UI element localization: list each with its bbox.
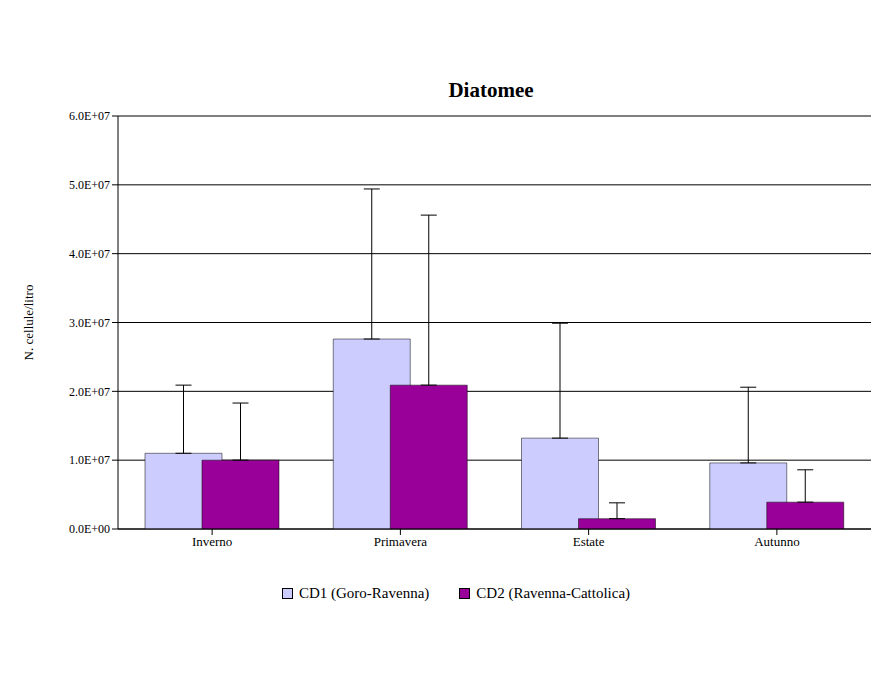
svg-text:Estate: Estate xyxy=(573,534,605,549)
svg-text:Inverno: Inverno xyxy=(192,534,232,549)
svg-text:4.0E+07: 4.0E+07 xyxy=(69,247,110,261)
html-text:CD2 (Ravenna-Cattolica): CD2 (Ravenna-Cattolica) xyxy=(476,585,630,601)
html-text:Diatomee: Diatomee xyxy=(448,78,534,102)
html-text:CD1 (Goro-Ravenna): CD1 (Goro-Ravenna) xyxy=(299,585,430,601)
svg-text:0.0E+00: 0.0E+00 xyxy=(69,522,110,536)
svg-text:Autunno: Autunno xyxy=(754,534,800,549)
svg-text:1.0E+07: 1.0E+07 xyxy=(69,453,110,467)
svg-text:3.0E+07: 3.0E+07 xyxy=(69,316,110,330)
svg-text:N. cellule/litro: N. cellule/litro xyxy=(21,285,36,361)
svg-text:Primavera: Primavera xyxy=(374,534,428,549)
svg-text:5.0E+07: 5.0E+07 xyxy=(69,178,110,192)
svg-text:2.0E+07: 2.0E+07 xyxy=(69,385,110,399)
svg-text:6.0E+07: 6.0E+07 xyxy=(69,109,110,123)
